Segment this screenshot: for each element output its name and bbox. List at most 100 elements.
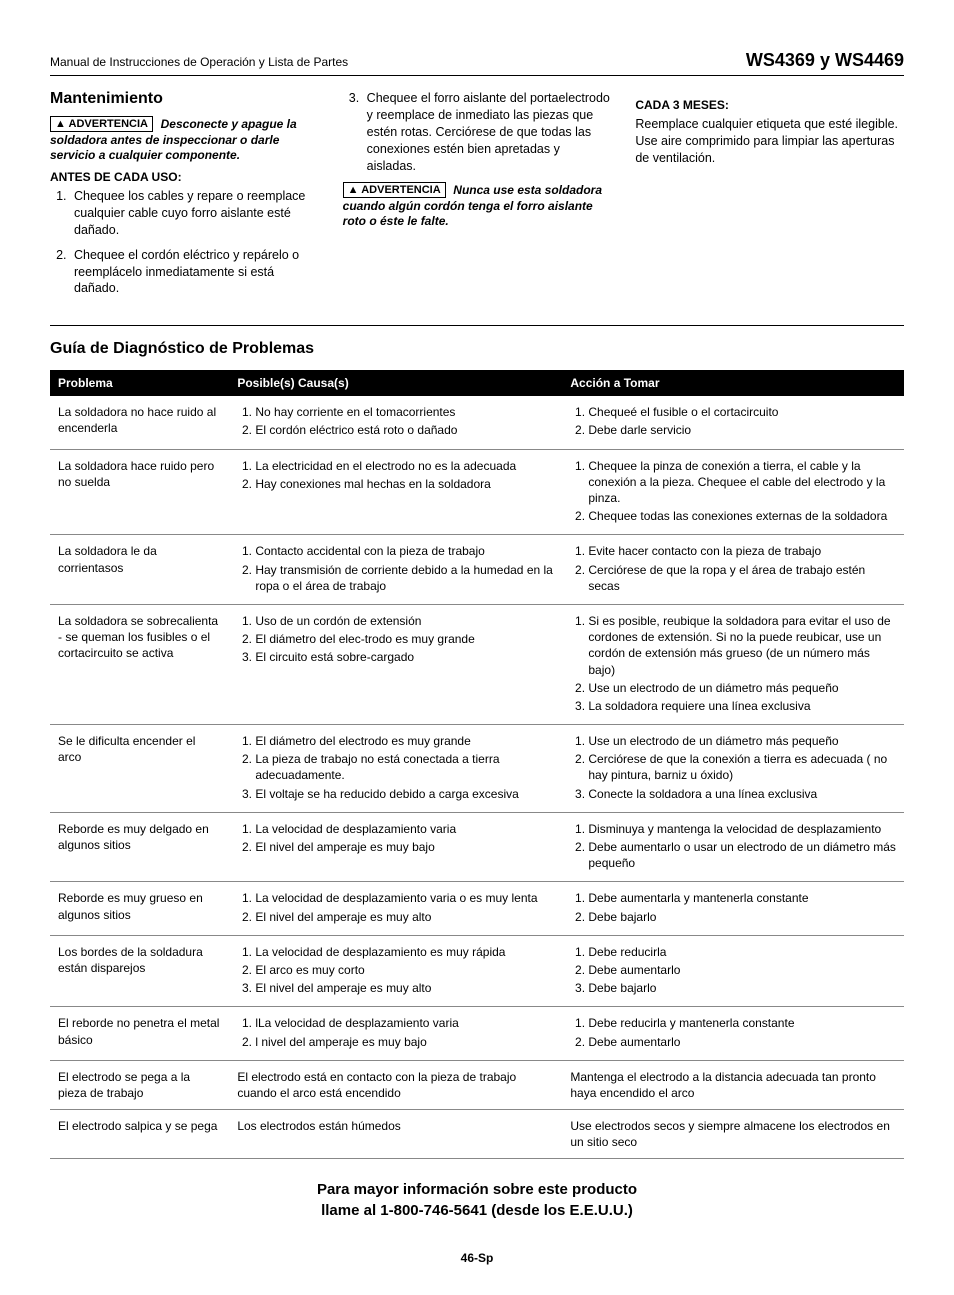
list-item: El arco es muy corto [255,962,554,978]
table-row: Reborde es muy delgado en algunos sitios… [50,812,904,882]
table-row: La soldadora hace ruido pero no sueldaLa… [50,449,904,535]
before-use-list-cont: Chequee el forro aislante del portaelect… [343,90,612,174]
list-item: Debe darle servicio [588,422,896,438]
page-number: 46-Sp [50,1251,904,1265]
list-item: Use un electrodo de un diámetro más pequ… [588,680,896,696]
list-item: Chequee el cordón eléctrico y repárelo o… [70,247,319,298]
warning-block-1: ▲ ADVERTENCIA Desconecte y apague la sol… [50,116,319,162]
table-row: Se le dificulta encender el arco El diáme… [50,725,904,813]
before-use-heading: ANTES DE CADA USO: [50,170,319,184]
list-item: El voltaje se ha reducido debido a carga… [255,786,554,802]
cell-problem: El reborde no penetra el metal básico [50,1007,229,1060]
cell-action: Use electrodos secos y siempre almacene … [562,1110,904,1159]
page-header: Manual de Instrucciones de Operación y L… [50,50,904,76]
warning-triangle-icon: ▲ [55,118,66,130]
list-item: Debe reducirla [588,944,896,960]
cell-action: Chequee la pinza de conexión a tierra, e… [562,449,904,535]
cell-problem: La soldadora hace ruido pero no suelda [50,449,229,535]
list-item: El nivel del amperaje es muy bajo [255,839,554,855]
cell-cause: Uso de un cordón de extensiónEl diámetro… [229,604,562,724]
list-item: La pieza de trabajo no está conectada a … [255,751,554,783]
list-item: El diámetro del elec-trodo es muy grande [255,631,554,647]
col-header-cause: Posible(s) Causa(s) [229,370,562,396]
col-header-action: Acción a Tomar [562,370,904,396]
warning-label-box: ▲ ADVERTENCIA [343,182,446,198]
cell-action: Debe aumentarla y mantenerla constante De… [562,882,904,935]
table-row: El reborde no penetra el metal básicolLa… [50,1007,904,1060]
list-item: No hay corriente en el tomacorrientes [255,404,554,420]
warning-triangle-icon: ▲ [348,184,359,196]
cell-problem: Se le dificulta encender el arco [50,725,229,813]
table-row: El electrodo se pega a la pieza de traba… [50,1060,904,1109]
warning-block-2: ▲ ADVERTENCIA Nunca use esta soldadora c… [343,182,612,228]
warning-label-text: ADVERTENCIA [361,184,440,196]
table-row: La soldadora le da corrientasos Contacto … [50,535,904,605]
every-3-months-text: Reemplace cualquier etiqueta que esté il… [635,116,904,167]
list-item: El nivel del amperaje es muy alto [255,909,554,925]
list-item: Cerciórese de que la ropa y el área de t… [588,562,896,594]
list-item: Debe bajarlo [588,980,896,996]
list-item: El nivel del amperaje es muy alto [255,980,554,996]
warning-label-box: ▲ ADVERTENCIA [50,116,153,132]
maintenance-col2: Chequee el forro aislante del portaelect… [343,90,612,305]
cell-problem: El electrodo salpica y se pega [50,1110,229,1159]
cell-action: Disminuya y mantenga la velocidad de des… [562,812,904,882]
list-item: El circuito está sobre-cargado [255,649,554,665]
list-item: Chequee los cables y repare o reemplace … [70,188,319,239]
cell-action: Use un electrodo de un diámetro más pequ… [562,725,904,813]
list-item: Debe aumentarlo [588,962,896,978]
list-item: Debe bajarlo [588,909,896,925]
list-item: Chequeé el fusible o el cortacircuito [588,404,896,420]
list-item: Debe aumentarlo o usar un electrodo de u… [588,839,896,871]
cell-cause: La velocidad de desplazamiento varia o e… [229,882,562,935]
cell-problem: Los bordes de la soldadura están dispare… [50,935,229,1007]
table-row: Reborde es muy grueso en algunos sitios L… [50,882,904,935]
cell-problem: La soldadora no hace ruido al encenderla [50,396,229,449]
list-item: El diámetro del electrodo es muy grande [255,733,554,749]
list-item: Chequee todas las conexiones externas de… [588,508,896,524]
cell-cause: La velocidad de desplazamiento variaEl n… [229,812,562,882]
list-item: Debe reducirla y mantenerla constante [588,1015,896,1031]
section-divider [50,325,904,326]
cell-action: Chequeé el fusible o el cortacircuito Deb… [562,396,904,449]
table-row: El electrodo salpica y se pegaLos electr… [50,1110,904,1159]
list-item: Chequee el forro aislante del portaelect… [363,90,612,174]
maintenance-section: Mantenimiento ▲ ADVERTENCIA Desconecte y… [50,90,904,305]
cell-cause: lLa velocidad de desplazamiento varial n… [229,1007,562,1060]
list-item: Evite hacer contacto con la pieza de tra… [588,543,896,559]
maintenance-heading: Mantenimiento [50,90,319,108]
cell-problem: La soldadora le da corrientasos [50,535,229,605]
cell-cause: La velocidad de desplazamiento es muy rá… [229,935,562,1007]
list-item: Conecte la soldadora a una línea exclusi… [588,786,896,802]
table-row: La soldadora no hace ruido al encenderla… [50,396,904,449]
cell-action: Debe reducirla Debe aumentarlo Debe bajarl… [562,935,904,1007]
cell-problem: Reborde es muy grueso en algunos sitios [50,882,229,935]
list-item: Contacto accidental con la pieza de trab… [255,543,554,559]
cell-cause: El electrodo está en contacto con la pie… [229,1060,562,1109]
cell-cause: Los electrodos están húmedos [229,1110,562,1159]
cell-action: Debe reducirla y mantenerla constante Deb… [562,1007,904,1060]
list-item: Chequee la pinza de conexión a tierra, e… [588,458,896,507]
list-item: Debe aumentarla y mantenerla constante [588,890,896,906]
list-item: lLa velocidad de desplazamiento varia [255,1015,554,1031]
col-header-problem: Problema [50,370,229,396]
cell-action: Mantenga el electrodo a la distancia ade… [562,1060,904,1109]
table-row: Los bordes de la soldadura están dispare… [50,935,904,1007]
list-item: El cordón eléctrico está roto o dañado [255,422,554,438]
every-3-months-heading: CADA 3 MESES: [635,98,904,112]
list-item: Use un electrodo de un diámetro más pequ… [588,733,896,749]
list-item: Si es posible, reubique la soldadora par… [588,613,896,678]
list-item: Hay conexiones mal hechas en la soldador… [255,476,554,492]
cell-action: Evite hacer contacto con la pieza de tra… [562,535,904,605]
cell-cause: La electricidad en el electrodo no es la… [229,449,562,535]
warning-label-text: ADVERTENCIA [69,118,148,130]
list-item: La velocidad de desplazamiento varia o e… [255,890,554,906]
maintenance-col3: CADA 3 MESES: Reemplace cualquier etique… [635,90,904,305]
troubleshoot-table: Problema Posible(s) Causa(s) Acción a To… [50,370,904,1159]
list-item: Debe aumentarlo [588,1034,896,1050]
cell-action: Si es posible, reubique la soldadora par… [562,604,904,724]
table-header-row: Problema Posible(s) Causa(s) Acción a To… [50,370,904,396]
manual-title: Manual de Instrucciones de Operación y L… [50,55,348,69]
table-row: La soldadora se sobrecalienta - se quema… [50,604,904,724]
footer-line1: Para mayor información sobre este produc… [50,1179,904,1200]
